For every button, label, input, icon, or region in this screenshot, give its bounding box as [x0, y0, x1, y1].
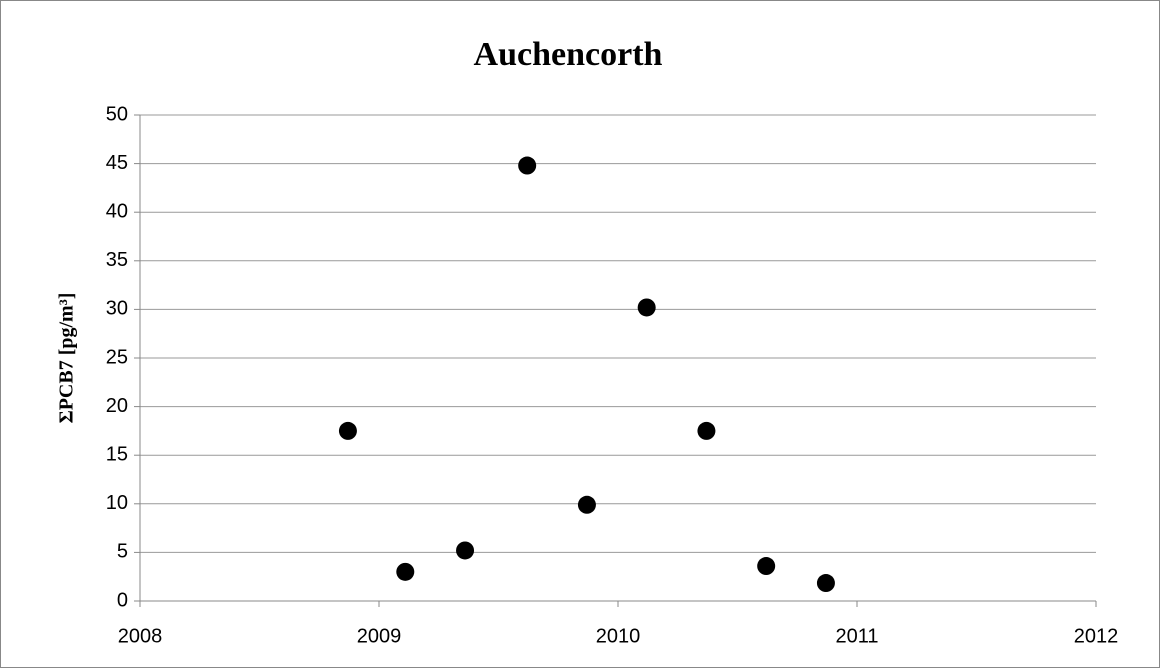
y-tick-label: 10 — [106, 492, 128, 514]
y-tick-label: 5 — [117, 541, 128, 563]
point — [338, 421, 357, 440]
x-tick-label: 2010 — [596, 625, 641, 647]
x-tick-label: 2009 — [357, 625, 402, 647]
y-tick-label: 50 — [106, 103, 128, 125]
y-tick-label: 45 — [106, 152, 128, 174]
x-tick-label: 2011 — [835, 625, 878, 647]
point — [396, 562, 415, 581]
point — [697, 421, 716, 440]
y-tick-label: 40 — [106, 200, 128, 222]
y-tick-label: 20 — [106, 395, 128, 417]
point — [757, 557, 776, 576]
y-tick-label: 25 — [106, 346, 128, 368]
point — [816, 574, 835, 593]
chart-title: Auchencorth — [474, 36, 663, 73]
point — [518, 156, 537, 175]
x-tick-label: 2008 — [118, 625, 163, 647]
y-tick-label: 15 — [106, 443, 128, 465]
point — [577, 495, 596, 514]
point — [456, 541, 475, 560]
y-axis-label: ΣPCB7 [pg/m³] — [56, 293, 78, 424]
point — [637, 298, 656, 317]
x-tick-label: 2012 — [1074, 625, 1119, 647]
y-tick-label: 0 — [117, 589, 128, 611]
y-tick-label: 30 — [106, 298, 128, 320]
y-tick-label: 35 — [106, 249, 128, 271]
